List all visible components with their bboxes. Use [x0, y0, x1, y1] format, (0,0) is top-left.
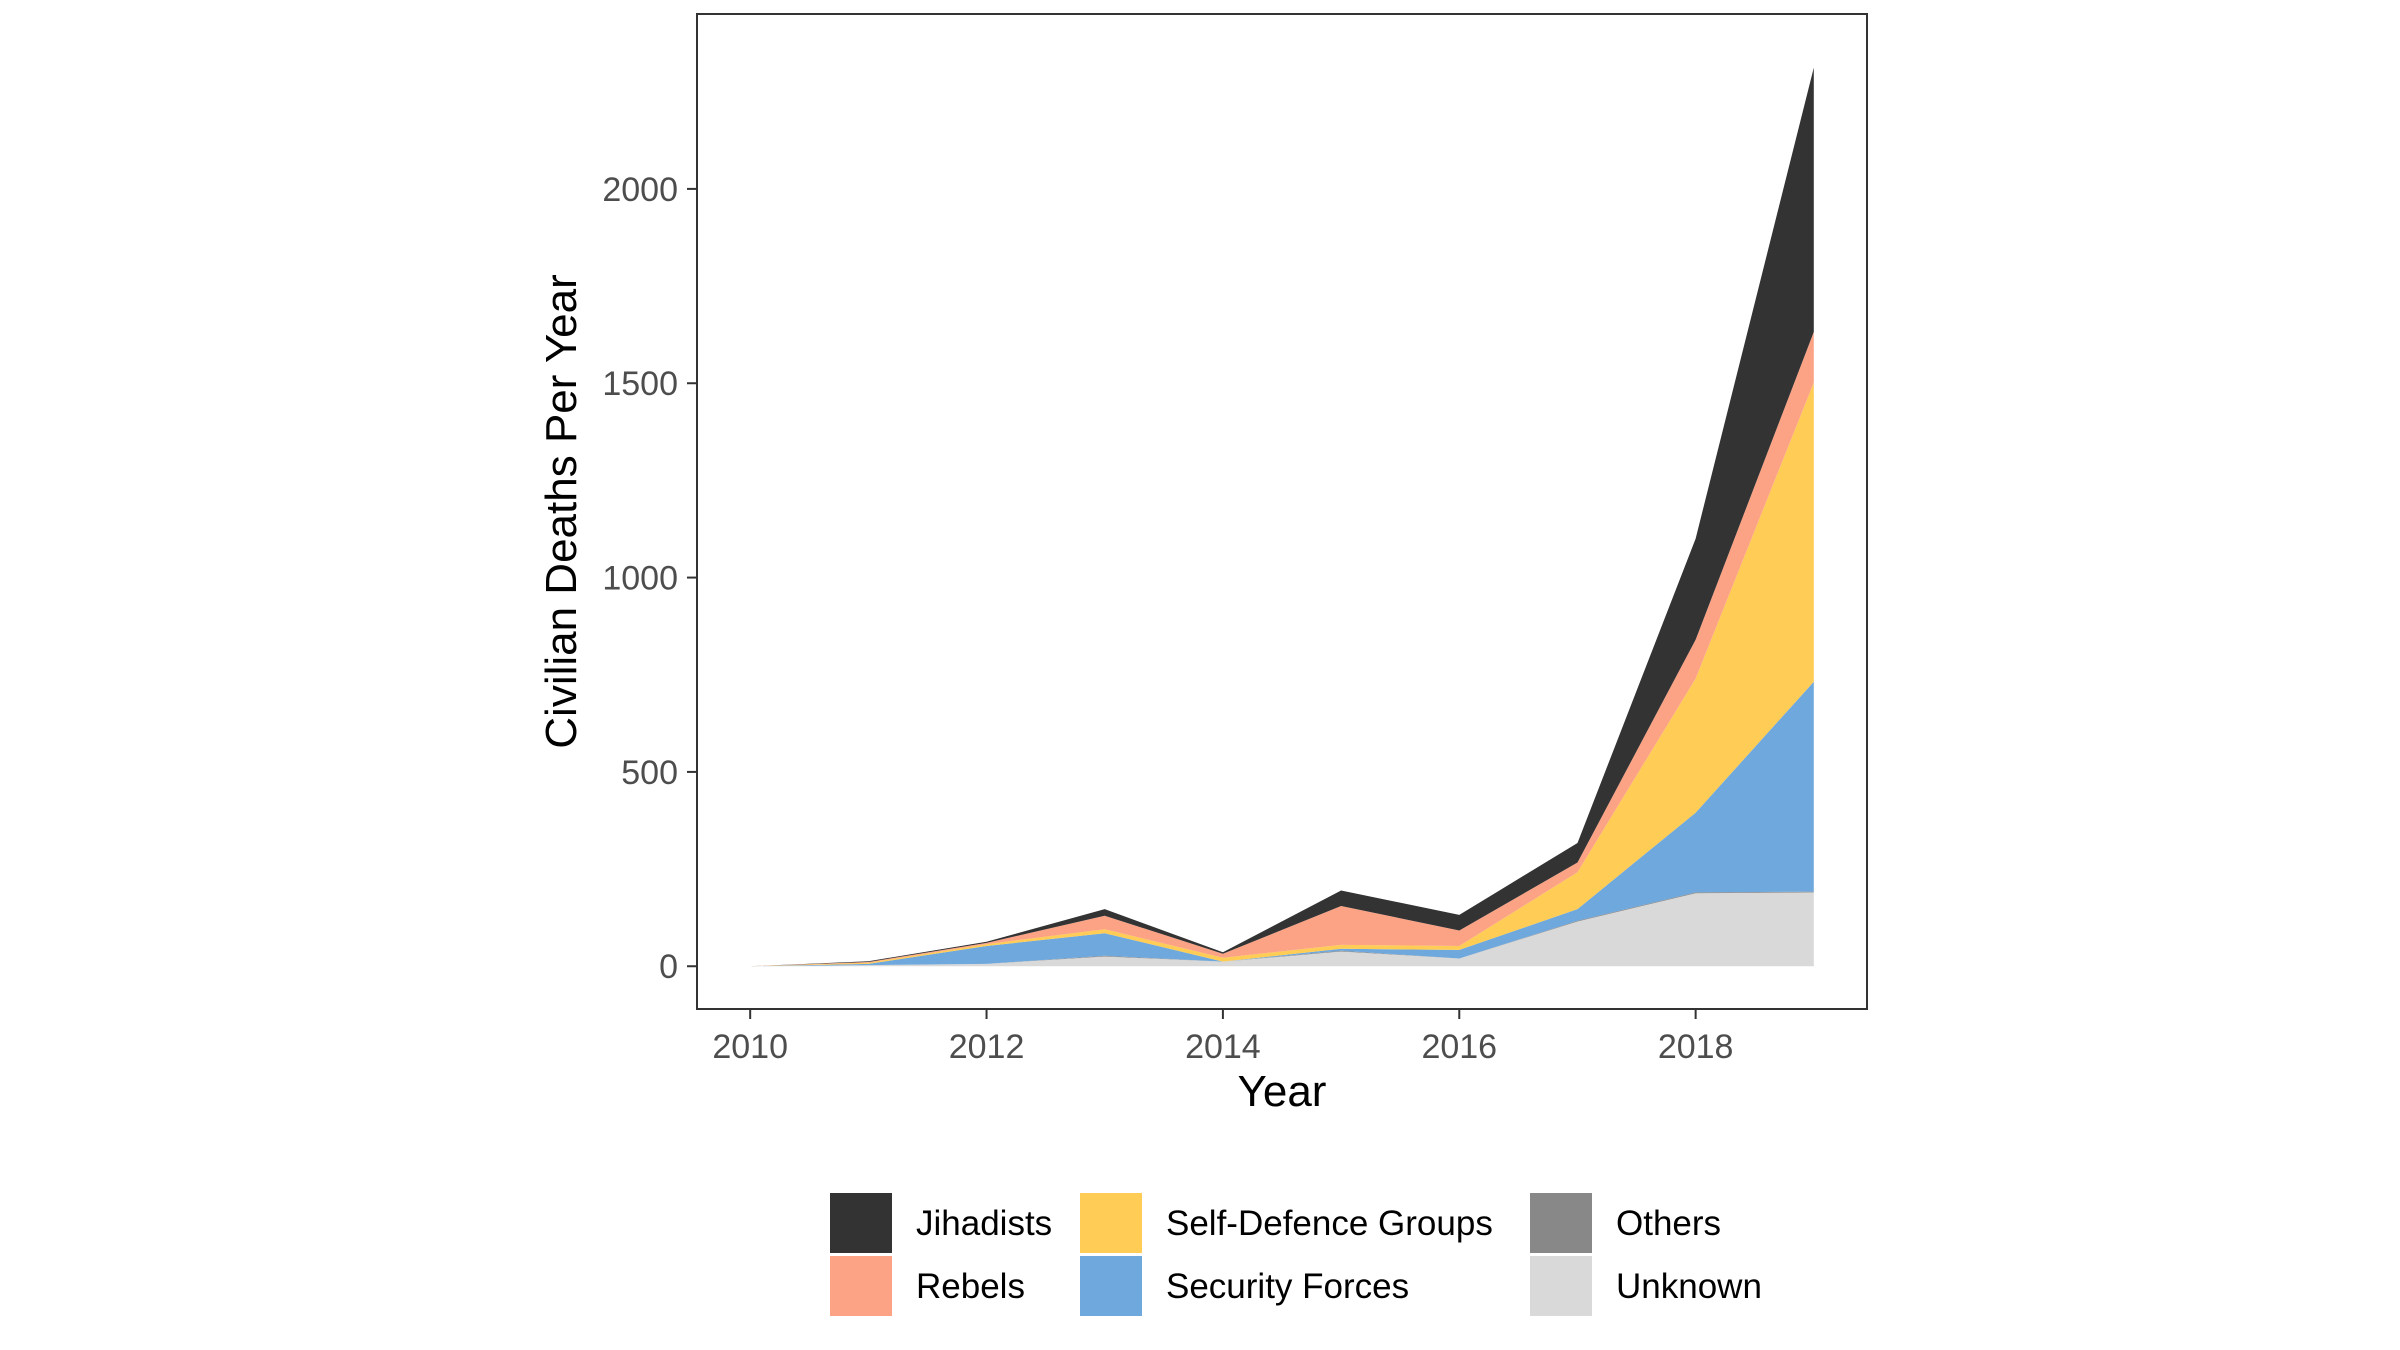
x-tick-label: 2018	[1658, 1028, 1734, 1066]
legend-label-rebels: Rebels	[916, 1267, 1025, 1306]
legend-key-jihadists	[830, 1193, 892, 1253]
area-layer	[750, 67, 1814, 967]
legend-label-jihadists: Jihadists	[916, 1204, 1052, 1243]
x-tick-label: 2016	[1421, 1028, 1497, 1066]
legend-label-self-defence-groups: Self-Defence Groups	[1166, 1204, 1493, 1243]
legend-key-security-forces	[1080, 1256, 1142, 1316]
legend-label-security-forces: Security Forces	[1166, 1267, 1409, 1306]
legend-label-unknown: Unknown	[1616, 1267, 1762, 1306]
legend-key-unknown	[1530, 1256, 1592, 1316]
x-tick-label: 2012	[949, 1028, 1025, 1066]
x-tick-label: 2010	[712, 1028, 788, 1066]
legend-key-rebels	[830, 1256, 892, 1316]
x-tick-label: 2014	[1185, 1028, 1261, 1066]
y-tick-label: 0	[659, 948, 678, 986]
legend-key-others	[1530, 1193, 1592, 1253]
x-axis-title: Year	[1238, 1067, 1327, 1116]
y-tick-label: 500	[621, 754, 678, 792]
x-axis: 2010 2012 2014 2016 2018	[712, 1009, 1733, 1066]
y-tick-label: 1500	[602, 365, 678, 403]
legend-key-self-defence-groups	[1080, 1193, 1142, 1253]
y-axis-title: Civilian Deaths Per Year	[537, 274, 586, 748]
y-axis: 0 500 1000 1500 2000	[602, 171, 697, 986]
y-tick-label: 2000	[602, 171, 678, 209]
area-unknown	[750, 892, 1814, 967]
plot-panel-border	[696, 13, 1868, 1010]
legend-label-others: Others	[1616, 1204, 1721, 1243]
y-tick-label: 1000	[602, 560, 678, 598]
legend: Jihadists Rebels Self-Defence Groups Securi…	[830, 1193, 1762, 1316]
